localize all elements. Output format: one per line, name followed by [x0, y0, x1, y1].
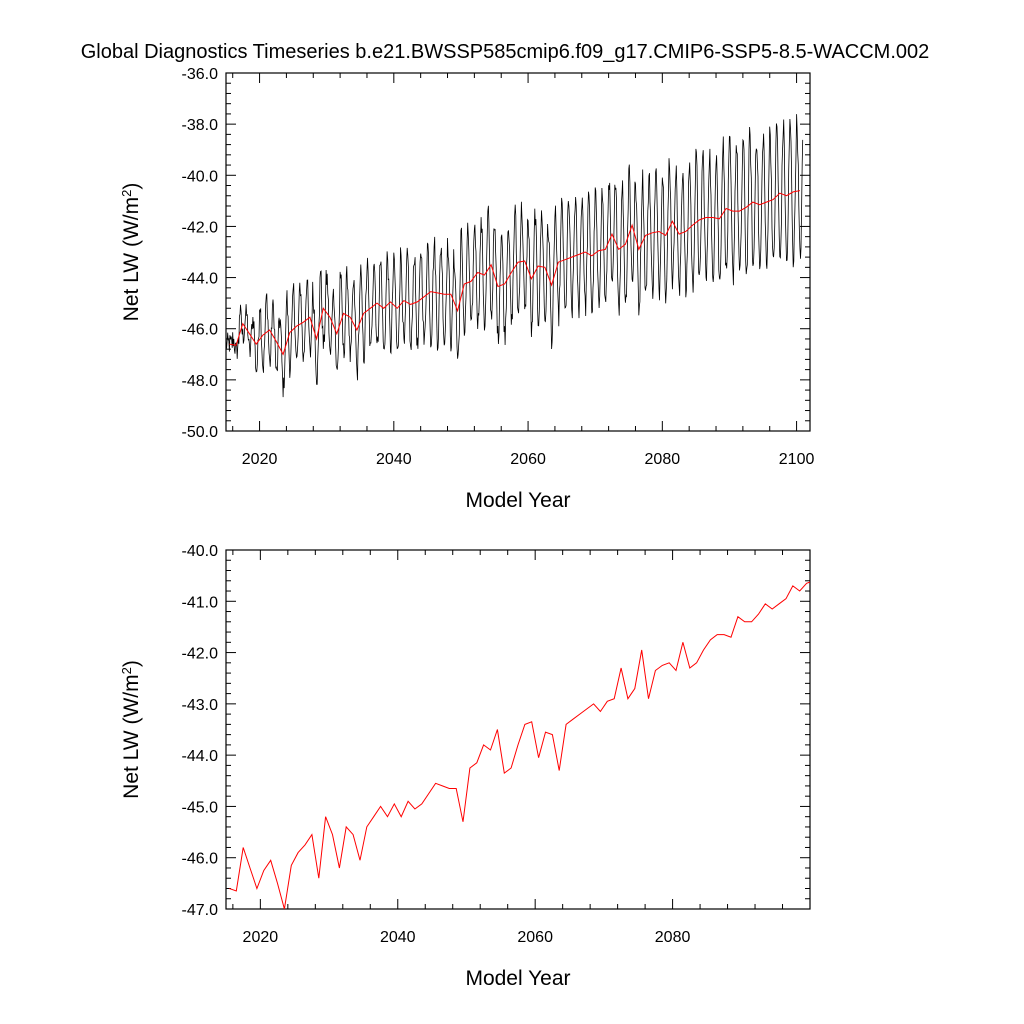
x-tick-label: 2020	[243, 929, 279, 946]
plot-frame	[225, 72, 811, 432]
y-tick-label: -41.0	[182, 594, 219, 611]
bottom-panel: 2020 2040 2060 2080 -47.0 -46.0 -45.0 -44.0 -43.…	[119, 543, 811, 990]
y-tick-label: -42.0	[182, 646, 219, 663]
y-tick-label: -48.0	[182, 373, 219, 390]
annual-mean-line	[229, 581, 810, 909]
y-tick-label: -46.0	[182, 322, 219, 339]
y-tick-label: -40.0	[182, 543, 219, 560]
x-tick-label: 2080	[655, 929, 691, 946]
x-tick-label: 2020	[242, 451, 278, 468]
y-tick-label: -40.0	[182, 168, 219, 185]
y-tick-label: -47.0	[182, 902, 219, 919]
x-tick-label: 2040	[376, 451, 412, 468]
x-tick-label: 2060	[510, 451, 546, 468]
x-tick-label: 2060	[517, 929, 553, 946]
x-tick-label: 2080	[645, 451, 681, 468]
y-tick-label: -50.0	[182, 424, 219, 441]
y-axis-label: Net LW (W/m2)	[119, 660, 144, 799]
y-tick-label: -45.0	[182, 799, 219, 816]
y-tick-label: -36.0	[182, 66, 219, 83]
top-panel: 2020 2040 2060 2080 2100 -50.0 -48.0 -46.0 -44.0…	[119, 66, 815, 512]
monthly-series-line	[226, 114, 804, 398]
y-tick-label: -44.0	[182, 271, 219, 288]
x-axis-label: Model Year	[465, 489, 570, 512]
annual-mean-line	[229, 190, 800, 356]
y-tick-label: -38.0	[182, 117, 219, 134]
x-tick-label: 2040	[380, 929, 416, 946]
chart-title: Global Diagnostics Timeseries b.e21.BWSS…	[81, 41, 930, 63]
y-tick-label: -46.0	[182, 851, 219, 868]
y-tick-label: -44.0	[182, 748, 219, 765]
plot-frame	[225, 549, 811, 910]
y-axis-label: Net LW (W/m2)	[119, 183, 144, 322]
y-tick-label: -43.0	[182, 697, 219, 714]
x-tick-label: 2100	[779, 451, 815, 468]
x-axis-label: Model Year	[465, 967, 570, 990]
y-tick-label: -42.0	[182, 219, 219, 236]
